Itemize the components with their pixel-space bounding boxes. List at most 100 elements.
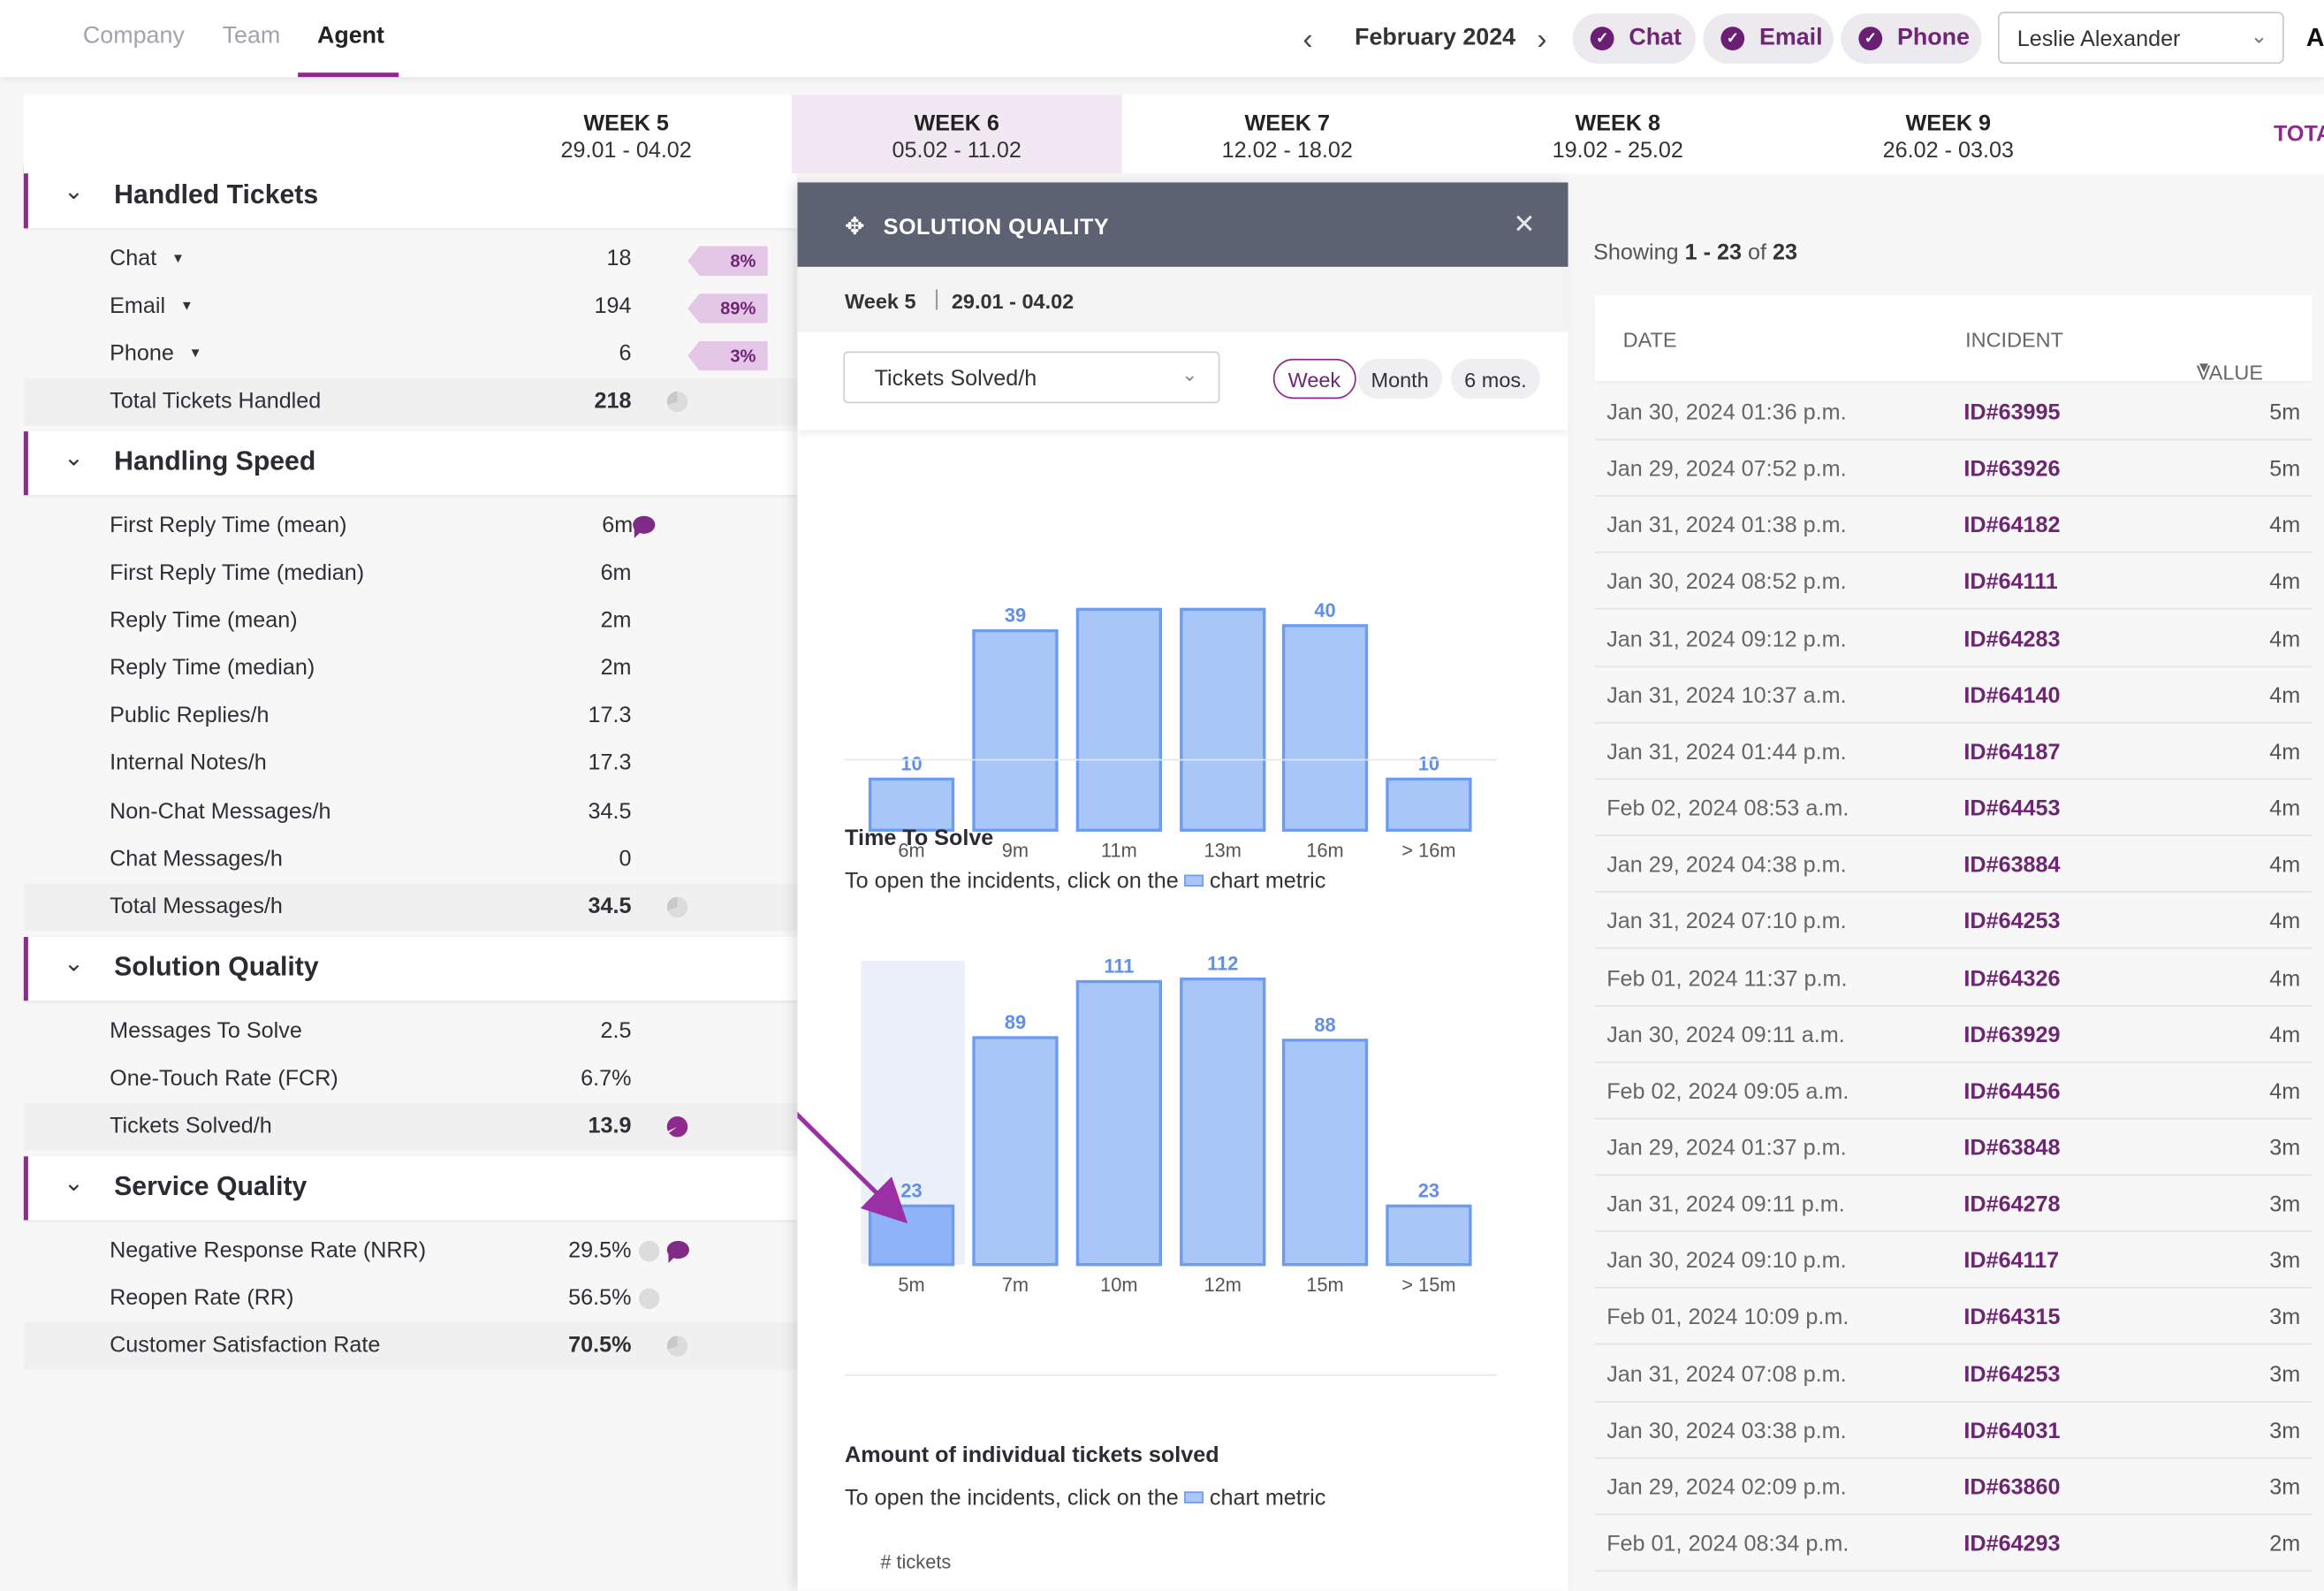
pie-chart-icon[interactable] xyxy=(666,896,688,918)
incident-link[interactable]: ID#64283 xyxy=(1963,626,2061,652)
incident-link[interactable]: ID#64293 xyxy=(1963,1531,2061,1557)
pie-chart-icon[interactable] xyxy=(666,391,688,413)
incident-link[interactable]: ID#64315 xyxy=(1963,1305,2061,1331)
section-handled-tickets[interactable]: ⌄ Handled Tickets xyxy=(23,164,798,229)
chart-bar[interactable] xyxy=(972,1036,1059,1267)
pie-chart-icon[interactable] xyxy=(666,1336,688,1357)
incident-link[interactable]: ID#64326 xyxy=(1963,965,2061,992)
x-tick-label: 6m xyxy=(898,839,924,861)
table-row[interactable]: Feb 02, 2024 08:53 a.m. ID#64453 4m xyxy=(1594,780,2313,837)
move-icon[interactable]: ✥ xyxy=(845,215,865,240)
metric-label: Chat ▼ xyxy=(110,246,186,271)
chart-bar[interactable] xyxy=(972,628,1059,832)
tab-company[interactable]: Company xyxy=(82,23,185,49)
chevron-down-icon[interactable]: ⌄ xyxy=(64,179,84,205)
table-row[interactable]: Jan 31, 2024 07:10 p.m. ID#64253 4m xyxy=(1594,893,2313,950)
row-value: 3m xyxy=(2269,1191,2301,1218)
incident-link[interactable]: ID#64453 xyxy=(1963,796,2061,822)
next-month-icon[interactable]: › xyxy=(1537,23,1547,57)
period-month-button[interactable]: Month xyxy=(1357,358,1442,400)
table-row[interactable]: Jan 31, 2024 01:44 p.m. ID#64187 4m xyxy=(1594,723,2313,780)
incident-link[interactable]: ID#64253 xyxy=(1963,909,2061,935)
metric-label: Reply Time (median) xyxy=(110,655,315,681)
caret-down-icon[interactable]: ▼ xyxy=(171,250,186,266)
incident-link[interactable]: ID#64253 xyxy=(1963,1361,2061,1388)
chevron-down-icon[interactable]: ⌄ xyxy=(64,1171,84,1197)
chart-bar[interactable] xyxy=(1386,777,1472,832)
close-icon[interactable]: ✕ xyxy=(1513,209,1536,240)
row-date: Jan 30, 2024 09:11 a.m. xyxy=(1606,1022,1845,1048)
period-6mos-button[interactable]: 6 mos. xyxy=(1451,358,1540,400)
table-row[interactable]: Jan 31, 2024 09:11 p.m. ID#64278 3m xyxy=(1594,1176,2313,1232)
channel-filter-email[interactable]: ✓ Email xyxy=(1703,13,1834,65)
incident-link[interactable]: ID#64182 xyxy=(1963,513,2061,539)
comment-icon[interactable] xyxy=(666,1240,689,1264)
incident-link[interactable]: ID#64456 xyxy=(1963,1078,2061,1105)
table-row[interactable]: Jan 31, 2024 10:37 a.m. ID#64140 4m xyxy=(1594,666,2313,724)
column-header-date[interactable]: DATE xyxy=(1622,327,1677,352)
incident-link[interactable]: ID#63848 xyxy=(1963,1135,2061,1161)
section-solution-quality[interactable]: ⌄ Solution Quality xyxy=(23,937,798,1001)
week-column-header-selected[interactable]: WEEK 6 05.02 - 11.02 xyxy=(791,95,1122,174)
prev-month-icon[interactable]: ‹ xyxy=(1303,23,1313,57)
table-row[interactable]: Feb 01, 2024 08:34 p.m. ID#64293 2m xyxy=(1594,1515,2313,1572)
table-row[interactable]: Jan 31, 2024 01:38 p.m. ID#64182 4m xyxy=(1594,497,2313,554)
caret-down-icon[interactable]: ▼ xyxy=(179,298,194,313)
table-row[interactable]: Jan 29, 2024 04:38 p.m. ID#63884 4m xyxy=(1594,836,2313,894)
week-column-header[interactable]: WEEK 9 26.02 - 03.03 xyxy=(1783,95,2114,173)
incident-link[interactable]: ID#64117 xyxy=(1963,1248,2060,1275)
incident-link[interactable]: ID#64187 xyxy=(1963,739,2061,765)
chart-bar[interactable] xyxy=(1281,624,1369,832)
period-week-button[interactable]: Week xyxy=(1272,358,1356,400)
section-handling-speed[interactable]: ⌄ Handling Speed xyxy=(23,431,798,496)
week-column-header[interactable]: WEEK 8 19.02 - 25.02 xyxy=(1453,95,1783,173)
panel-header[interactable]: ✥ SOLUTION QUALITY ✕ xyxy=(797,182,1568,267)
table-row[interactable]: Feb 01, 2024 11:37 p.m. ID#64326 4m xyxy=(1594,949,2313,1007)
chart-bar[interactable] xyxy=(868,777,955,832)
metric-label: Email ▼ xyxy=(110,293,194,319)
chevron-down-icon[interactable]: ⌄ xyxy=(64,951,84,978)
table-row[interactable]: Jan 29, 2024 01:37 p.m. ID#63848 3m xyxy=(1594,1119,2313,1176)
chart-bar[interactable] xyxy=(1075,979,1163,1267)
chart-bar[interactable] xyxy=(1075,607,1163,832)
caret-down-icon[interactable]: ▼ xyxy=(188,345,202,361)
chart-bar[interactable] xyxy=(1281,1039,1369,1267)
week-column-header[interactable]: WEEK 5 29.01 - 04.02 xyxy=(461,95,792,173)
incident-link[interactable]: ID#64031 xyxy=(1963,1418,2061,1444)
chart-bar[interactable] xyxy=(1180,607,1266,832)
channel-filter-chat[interactable]: ✓ Chat xyxy=(1572,13,1696,65)
incident-link[interactable]: ID#63884 xyxy=(1963,852,2061,879)
table-row[interactable]: Jan 30, 2024 01:36 p.m. ID#63995 5m xyxy=(1594,384,2313,441)
table-row[interactable]: Jan 30, 2024 09:10 p.m. ID#64117 3m xyxy=(1594,1232,2313,1289)
chevron-down-icon[interactable]: ⌄ xyxy=(64,445,84,472)
table-row[interactable]: Jan 30, 2024 09:11 a.m. ID#63929 4m xyxy=(1594,1006,2313,1063)
table-row[interactable]: Feb 01, 2024 10:09 p.m. ID#64315 3m xyxy=(1594,1289,2313,1345)
incident-link[interactable]: ID#63926 xyxy=(1963,456,2061,483)
channel-filter-phone[interactable]: ✓ Phone xyxy=(1841,13,1982,65)
section-service-quality[interactable]: ⌄ Service Quality xyxy=(23,1156,798,1221)
week-column-header[interactable]: WEEK 7 12.02 - 18.02 xyxy=(1122,95,1453,173)
table-row[interactable]: Jan 31, 2024 09:12 p.m. ID#64283 4m xyxy=(1594,610,2313,667)
incident-link[interactable]: ID#63860 xyxy=(1963,1474,2061,1501)
incident-link[interactable]: ID#63995 xyxy=(1963,400,2061,426)
tab-agent[interactable]: Agent xyxy=(316,23,384,49)
chart-bar[interactable] xyxy=(868,1204,955,1267)
incident-link[interactable]: ID#63929 xyxy=(1963,1022,2061,1048)
incident-link[interactable]: ID#64278 xyxy=(1963,1191,2061,1218)
table-row[interactable]: Jan 29, 2024 07:52 p.m. ID#63926 5m xyxy=(1594,440,2313,498)
comment-icon[interactable] xyxy=(633,515,656,538)
metric-select[interactable]: Tickets Solved/h ⌄ xyxy=(843,351,1220,404)
tab-team[interactable]: Team xyxy=(222,23,281,49)
chart-bar[interactable] xyxy=(1386,1204,1472,1267)
table-row[interactable]: Jan 30, 2024 03:38 p.m. ID#64031 3m xyxy=(1594,1402,2313,1458)
incident-link[interactable]: ID#64111 xyxy=(1963,569,2058,596)
pie-chart-icon[interactable] xyxy=(666,1116,688,1138)
agent-select[interactable]: Leslie Alexander ⌄ xyxy=(1998,11,2284,65)
table-row[interactable]: Jan 29, 2024 02:09 p.m. ID#63860 3m xyxy=(1594,1458,2313,1515)
column-header-incident[interactable]: INCIDENT xyxy=(1965,327,2064,352)
table-row[interactable]: Jan 31, 2024 07:08 p.m. ID#64253 3m xyxy=(1594,1345,2313,1402)
chart-bar[interactable] xyxy=(1180,977,1266,1267)
table-row[interactable]: Jan 30, 2024 08:52 p.m. ID#64111 4m xyxy=(1594,553,2313,611)
incident-link[interactable]: ID#64140 xyxy=(1963,682,2061,709)
table-row[interactable]: Feb 02, 2024 09:05 a.m. ID#64456 4m xyxy=(1594,1062,2313,1120)
